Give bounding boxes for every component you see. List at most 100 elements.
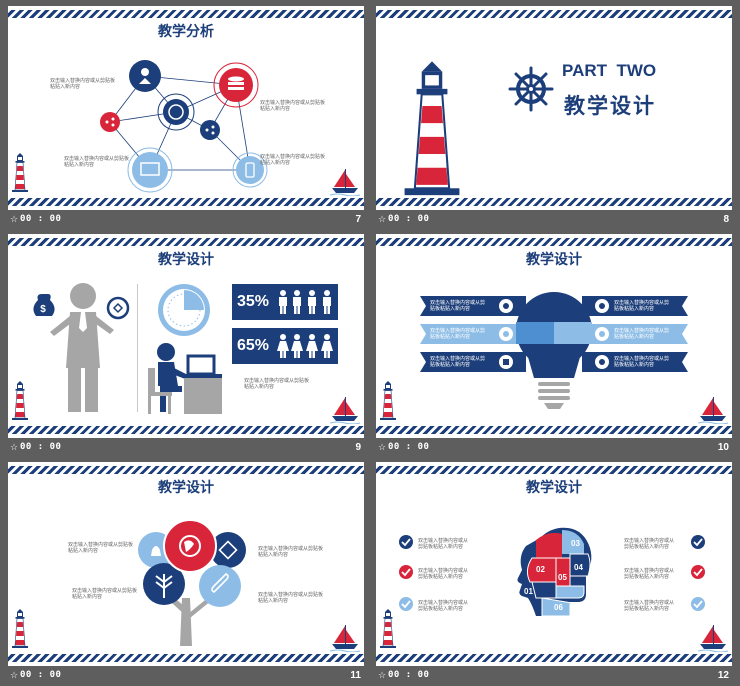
divider-arrow: [137, 284, 138, 412]
placeholder-text[interactable]: 双击输入替换内容或从剪贴板粘贴入新内容: [50, 78, 116, 90]
slide-caption: ☆ 00 : 00 8: [376, 211, 732, 229]
stripe-border-bottom: [376, 654, 732, 662]
placeholder-text[interactable]: 双击输入替换内容或从剪贴板粘贴入新内容: [614, 300, 670, 312]
stripe-border-top: [8, 466, 364, 474]
sailboat-icon: [330, 168, 360, 196]
puzzle-label-03: 03: [571, 539, 580, 548]
slide-caption: ☆ 00 : 00 11: [8, 667, 364, 685]
slide-thumb-8[interactable]: PART TWO 教学设计 ☆ 00 : 00 8: [376, 6, 732, 230]
slide-thumb-11[interactable]: 教学设计 双击输入替换内容或从剪贴板粘贴入新内容 双击输入替换内容或从剪贴板粘贴…: [8, 462, 364, 686]
head-puzzle-infographic: 03 04 02 05 01 06: [517, 527, 592, 617]
slide-timing: 00 : 00: [20, 214, 62, 224]
lighthouse-icon: [10, 608, 30, 650]
sailboat-icon: [330, 396, 360, 424]
slide-number: 9: [355, 442, 361, 453]
slide-timing: 00 : 00: [20, 442, 62, 452]
lighthouse-icon: [378, 380, 398, 422]
slide-caption: ☆ 00 : 00 12: [376, 667, 732, 685]
placeholder-text[interactable]: 双击输入替换内容或从剪贴板粘贴入新内容: [614, 356, 670, 368]
sailboat-icon: [330, 624, 360, 652]
sailboat-icon: [698, 396, 728, 424]
svg-text:$: $: [40, 304, 46, 315]
slide-canvas: PART TWO 教学设计: [376, 6, 732, 210]
slide-title: 教学设计: [158, 252, 214, 268]
slide-number: 10: [717, 442, 729, 453]
slide-timing: 00 : 00: [20, 670, 62, 680]
placeholder-text[interactable]: 双击输入替换内容或从剪贴板粘贴入新内容: [624, 600, 675, 612]
placeholder-text[interactable]: 双击输入替换内容或从剪贴板粘贴入新内容: [68, 542, 134, 554]
clock-pie-icon: [158, 284, 210, 336]
tree-infographic: [138, 519, 246, 646]
star-icon[interactable]: ☆: [378, 214, 387, 224]
stripe-border-bottom: [376, 198, 732, 206]
network-diagram: [100, 60, 268, 193]
slide-timing: 00 : 00: [388, 214, 430, 224]
placeholder-text[interactable]: 双击输入替换内容或从剪贴板粘贴入新内容: [430, 328, 486, 340]
stat-box-65: 65%: [232, 328, 338, 364]
slide-thumb-7[interactable]: 教学分析: [8, 6, 364, 230]
slide-timing: 00 : 00: [388, 442, 430, 452]
star-icon[interactable]: ☆: [378, 670, 387, 680]
placeholder-text[interactable]: 双击输入替换内容或从剪贴板粘贴入新内容: [624, 568, 675, 580]
slide-title: 教学设计: [158, 480, 214, 496]
lighthouse-icon: [378, 608, 398, 650]
placeholder-text[interactable]: 双击输入替换内容或从剪贴板粘贴入新内容: [624, 538, 675, 550]
placeholder-text[interactable]: 双击输入替换内容或从剪贴板粘贴入新内容: [244, 378, 310, 390]
star-icon[interactable]: ☆: [10, 214, 19, 224]
stat-box-35: 35%: [232, 284, 338, 320]
slide-timing: 00 : 00: [388, 670, 430, 680]
puzzle-label-02: 02: [536, 565, 545, 574]
sailboat-icon: [698, 624, 728, 652]
slide-canvas: 教学分析: [8, 6, 364, 210]
star-icon[interactable]: ☆: [10, 442, 19, 452]
slide-title: 教学设计: [526, 480, 582, 496]
slide-thumb-10[interactable]: 教学设计 双击输入替换内容或从剪贴板粘贴入新内容 双击输入替换内容或从剪贴板粘贴…: [376, 234, 732, 458]
right-check-icons: [691, 535, 705, 611]
stripe-border-bottom: [376, 426, 732, 434]
placeholder-text[interactable]: 双击输入替换内容或从剪贴板粘贴入新内容: [260, 154, 326, 166]
puzzle-label-05: 05: [558, 573, 567, 582]
slide-title: 教学分析: [158, 24, 214, 40]
stripe-border-top: [376, 466, 732, 474]
placeholder-text[interactable]: 双击输入替换内容或从剪贴板粘贴入新内容: [614, 328, 670, 340]
stripe-border-top: [8, 238, 364, 246]
part-label: PART TWO: [562, 61, 657, 80]
lighthouse-icon: [10, 152, 30, 194]
placeholder-text[interactable]: 双击输入替换内容或从剪贴板粘贴入新内容: [72, 588, 138, 600]
stat-percent: 65%: [237, 337, 270, 354]
placeholder-text[interactable]: 双击输入替换内容或从剪贴板粘贴入新内容: [418, 538, 469, 550]
slide-number: 8: [723, 214, 729, 225]
placeholder-text[interactable]: 双击输入替换内容或从剪贴板粘贴入新内容: [260, 100, 326, 112]
slide-canvas: 教学设计 $: [8, 234, 364, 438]
placeholder-text[interactable]: 双击输入替换内容或从剪贴板粘贴入新内容: [418, 568, 469, 580]
puzzle-label-06: 06: [554, 603, 563, 612]
stripe-border-bottom: [8, 198, 364, 206]
ship-wheel-icon: [508, 66, 554, 112]
left-check-icons: [399, 535, 413, 611]
stat-percent: 35%: [237, 293, 270, 310]
section-title: 教学设计: [564, 94, 656, 118]
placeholder-text[interactable]: 双击输入替换内容或从剪贴板粘贴入新内容: [430, 300, 486, 312]
slide-caption: ☆ 00 : 00 7: [8, 211, 364, 229]
lighthouse-icon: [396, 58, 468, 202]
slide-thumb-12[interactable]: 教学设计 双击输入替换内容或从剪贴板粘贴入新内容 双击输入替换内容或从剪贴板粘贴…: [376, 462, 732, 683]
placeholder-text[interactable]: 双击输入替换内容或从剪贴板粘贴入新内容: [418, 600, 469, 612]
stripe-border-top: [376, 238, 732, 246]
placeholder-text[interactable]: 双击输入替换内容或从剪贴板粘贴入新内容: [430, 356, 486, 368]
slide-caption: ☆ 00 : 00 10: [376, 439, 732, 457]
placeholder-text[interactable]: 双击输入替换内容或从剪贴板粘贴入新内容: [258, 592, 324, 604]
star-icon[interactable]: ☆: [10, 670, 19, 680]
slide-number: 11: [350, 670, 361, 681]
stripe-border-top: [8, 10, 364, 18]
businessman-figure: $: [33, 283, 130, 412]
slide-canvas: 教学设计 双击输入替换内容或从剪贴板粘贴入新内容 双击输入替换内容或从剪贴板粘贴…: [8, 462, 364, 666]
placeholder-text[interactable]: 双击输入替换内容或从剪贴板粘贴入新内容: [258, 546, 324, 558]
slide-thumb-9[interactable]: 教学设计 $: [8, 234, 364, 458]
node-database-ring: [213, 62, 259, 108]
lighthouse-icon: [10, 380, 30, 422]
placeholder-text[interactable]: 双击输入替换内容或从剪贴板粘贴入新内容: [64, 156, 130, 168]
lightbulb-infographic: [420, 292, 688, 409]
stripe-border-top: [376, 10, 732, 18]
star-icon[interactable]: ☆: [378, 442, 387, 452]
puzzle-label-04: 04: [574, 563, 583, 572]
